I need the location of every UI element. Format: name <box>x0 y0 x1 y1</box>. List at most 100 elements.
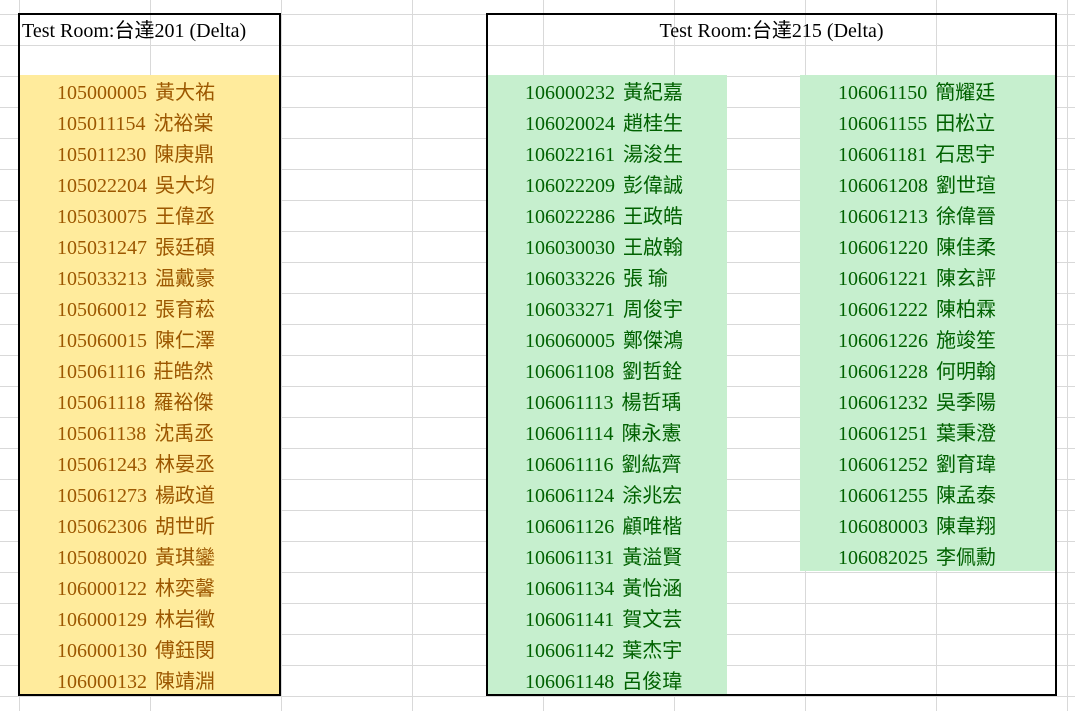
student-id: 105062306 <box>57 516 147 538</box>
student-id: 106061150 <box>838 82 928 104</box>
student-row[interactable]: 106061252 劉育瑋 <box>838 450 996 481</box>
student-row[interactable]: 106061113 楊哲瑀 <box>525 388 683 419</box>
student-row[interactable]: 105022204 吳大均 <box>57 171 215 202</box>
student-id: 106061228 <box>838 361 928 383</box>
student-row[interactable]: 106022161 湯浚生 <box>525 140 683 171</box>
student-id: 106022286 <box>525 206 615 228</box>
student-name: 簡耀廷 <box>935 82 996 104</box>
room-201-title[interactable]: Test Room:台達201 (Delta) <box>22 20 247 42</box>
student-name: 張廷碩 <box>155 237 215 259</box>
student-name: 楊政道 <box>155 485 215 507</box>
student-row[interactable]: 106061221 陳玄評 <box>838 264 996 295</box>
student-row[interactable]: 106061220 陳佳柔 <box>838 233 996 264</box>
student-row[interactable]: 105011154 沈裕棠 <box>57 109 215 140</box>
student-id: 106061226 <box>838 330 928 352</box>
student-name: 林岩徵 <box>155 609 215 631</box>
student-row[interactable]: 105061243 林晏丞 <box>57 450 215 481</box>
student-row[interactable]: 106030030 王啟翰 <box>525 233 683 264</box>
student-id: 105061243 <box>57 454 147 476</box>
student-row[interactable]: 106000122 林奕馨 <box>57 574 215 605</box>
room-215-border <box>486 13 1057 696</box>
student-row[interactable]: 105061118 羅裕傑 <box>57 388 215 419</box>
student-name: 胡世昕 <box>155 516 215 538</box>
student-row[interactable]: 105080020 黃琪鑾 <box>57 543 215 574</box>
student-row[interactable]: 105060015 陳仁澤 <box>57 326 215 357</box>
student-id: 105011154 <box>57 113 146 135</box>
student-row[interactable]: 105061116 莊皓然 <box>57 357 215 388</box>
student-row[interactable]: 105033213 温戴豪 <box>57 264 215 295</box>
student-row[interactable]: 106061116 劉紘齊 <box>525 450 683 481</box>
student-row[interactable]: 106061108 劉哲銓 <box>525 357 683 388</box>
student-row[interactable]: 106000132 陳靖淵 <box>57 667 215 698</box>
student-name: 陳佳柔 <box>936 237 996 259</box>
student-row[interactable]: 106061141 賀文芸 <box>525 605 683 636</box>
student-row[interactable]: 106061228 何明翰 <box>838 357 996 388</box>
student-row[interactable]: 106000232 黃紀嘉 <box>525 78 683 109</box>
student-row[interactable]: 106061255 陳孟泰 <box>838 481 996 512</box>
student-name: 劉哲銓 <box>622 361 683 383</box>
student-id: 105011230 <box>57 144 147 166</box>
room-201-fill <box>19 75 280 695</box>
student-row[interactable]: 106022209 彭偉誠 <box>525 171 683 202</box>
student-row[interactable]: 105000005 黃大祐 <box>57 78 215 109</box>
student-row[interactable]: 106061208 劉世瑄 <box>838 171 996 202</box>
student-id: 105030075 <box>57 206 147 228</box>
student-row[interactable]: 105061273 楊政道 <box>57 481 215 512</box>
student-row[interactable]: 106022286 王政皓 <box>525 202 683 233</box>
student-name: 林奕馨 <box>155 578 215 600</box>
student-name: 陳庚鼎 <box>154 144 215 166</box>
student-row[interactable]: 106061131 黃溢賢 <box>525 543 683 574</box>
student-id: 106000232 <box>525 82 615 104</box>
student-row[interactable]: 106061134 黃怡涵 <box>525 574 683 605</box>
student-row[interactable]: 106061126 顧唯楷 <box>525 512 683 543</box>
student-name: 沈裕棠 <box>153 113 214 135</box>
student-row[interactable]: 106061226 施竣笙 <box>838 326 996 357</box>
room-215-fill-col2 <box>800 75 1056 571</box>
student-name: 羅裕傑 <box>153 392 214 414</box>
student-row[interactable]: 105061138 沈禹丞 <box>57 419 215 450</box>
student-row[interactable]: 106061155 田松立 <box>838 109 996 140</box>
student-name: 呂俊瑋 <box>622 671 683 693</box>
student-row[interactable]: 105011230 陳庚鼎 <box>57 140 215 171</box>
student-row[interactable]: 106061181 石思宇 <box>838 140 996 171</box>
student-id: 106061221 <box>838 268 928 290</box>
student-id: 106061124 <box>525 485 615 507</box>
student-id: 105022204 <box>57 175 147 197</box>
student-row[interactable]: 106061222 陳柏霖 <box>838 295 996 326</box>
student-row[interactable]: 106033271 周俊宇 <box>525 295 683 326</box>
student-row[interactable]: 106060005 鄭傑鴻 <box>525 326 683 357</box>
student-id: 106061213 <box>838 206 928 228</box>
student-row[interactable]: 106061114 陳永憲 <box>525 419 683 450</box>
student-row[interactable]: 106061150 簡耀廷 <box>838 78 996 109</box>
student-name: 陳永憲 <box>621 423 682 445</box>
student-id: 106061116 <box>525 454 614 476</box>
student-row[interactable]: 105031247 張廷碩 <box>57 233 215 264</box>
student-id: 105060012 <box>57 299 147 321</box>
student-row[interactable]: 106080003 陳韋翔 <box>838 512 996 543</box>
student-row[interactable]: 106061213 徐偉晉 <box>838 202 996 233</box>
student-row[interactable]: 105030075 王偉丞 <box>57 202 215 233</box>
student-row[interactable]: 106061232 吳季陽 <box>838 388 996 419</box>
student-id: 106061222 <box>838 299 928 321</box>
room-215-title[interactable]: Test Room:台達215 (Delta) <box>659 20 884 42</box>
student-row[interactable]: 105062306 胡世昕 <box>57 512 215 543</box>
student-id: 105080020 <box>57 547 147 569</box>
student-row[interactable]: 106082025 李佩勳 <box>838 543 996 574</box>
student-row[interactable]: 106000129 林岩徵 <box>57 605 215 636</box>
student-row[interactable]: 105060012 張育菘 <box>57 295 215 326</box>
student-id: 106061134 <box>525 578 615 600</box>
student-id: 106061131 <box>525 547 615 569</box>
student-name: 周俊宇 <box>623 299 683 321</box>
student-row[interactable]: 106061124 涂兆宏 <box>525 481 683 512</box>
student-row[interactable]: 106061148 呂俊瑋 <box>525 667 683 698</box>
student-row[interactable]: 106033226 張 瑜 <box>525 264 683 295</box>
student-name: 葉秉澄 <box>936 423 996 445</box>
student-row[interactable]: 106061142 葉杰宇 <box>525 636 683 667</box>
student-row[interactable]: 106061251 葉秉澄 <box>838 419 996 450</box>
student-name: 鄭傑鴻 <box>623 330 683 352</box>
student-row[interactable]: 106000130 傅鈺閔 <box>57 636 215 667</box>
student-id: 105060015 <box>57 330 147 352</box>
student-name: 彭偉誠 <box>623 175 683 197</box>
student-row[interactable]: 106020024 趙桂生 <box>525 109 683 140</box>
student-id: 106061126 <box>525 516 615 538</box>
